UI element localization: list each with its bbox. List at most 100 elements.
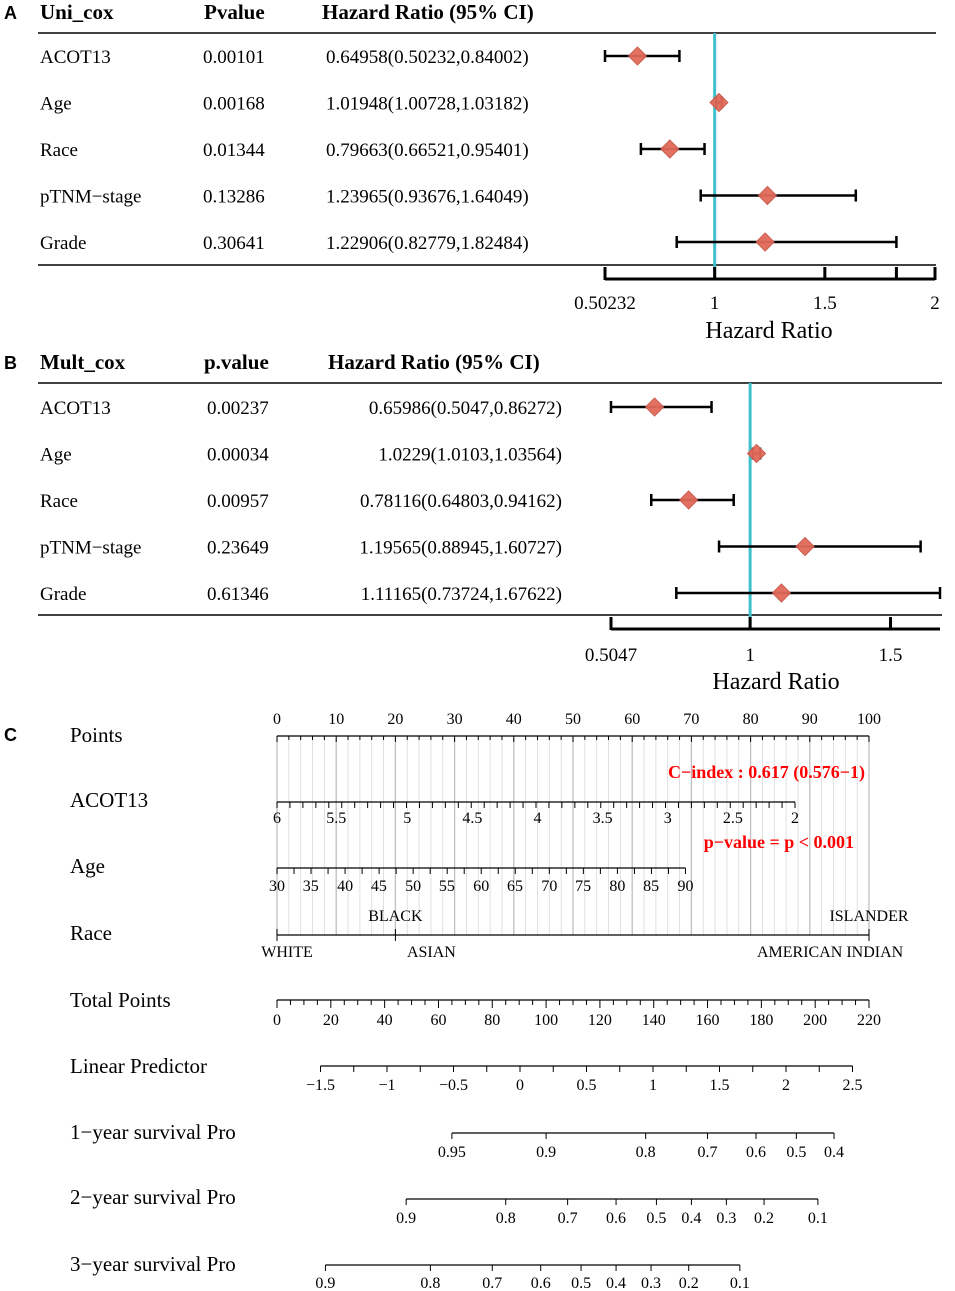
x-axis-title: Hazard Ratio xyxy=(705,318,832,344)
points-tick-label: 90 xyxy=(802,711,818,728)
row-label: Grade xyxy=(40,233,86,254)
ci-header: Hazard Ratio (95% CI) xyxy=(322,0,534,24)
x-tick-label: 1 xyxy=(745,645,755,666)
hr-point-marker xyxy=(660,139,680,159)
age-tick-label: 40 xyxy=(337,878,353,895)
pvalue-header: Pvalue xyxy=(204,0,265,24)
total-points-tick-label: 140 xyxy=(642,1012,666,1029)
total-points-tick-label: 60 xyxy=(430,1012,446,1029)
acot13-tick-label: 4 xyxy=(533,810,541,827)
survival-3-year-tick-label: 0.1 xyxy=(730,1275,750,1291)
row-label: Age xyxy=(40,445,72,466)
pvalue-header: p.value xyxy=(204,350,269,374)
row-pvalue: 0.23649 xyxy=(207,538,269,559)
linear-predictor-tick-label: 1 xyxy=(649,1077,657,1094)
race-tick-label: BLACK xyxy=(368,908,423,925)
survival-3-year-tick-label: 0.4 xyxy=(606,1275,626,1291)
linear-predictor-tick-label: −1.5 xyxy=(306,1077,335,1094)
scale-label: 3−year survival Pro xyxy=(70,1252,236,1276)
row-pvalue: 0.00034 xyxy=(207,445,269,466)
row-ci-text: 1.01948(1.00728,1.03182) xyxy=(326,94,529,115)
x-tick-label: 1 xyxy=(710,293,720,314)
total-points-tick-label: 200 xyxy=(803,1012,827,1029)
row-pvalue: 0.00237 xyxy=(207,398,269,419)
linear-predictor-tick-label: −1 xyxy=(378,1077,395,1094)
row-label: ACOT13 xyxy=(40,47,111,68)
panel-letter: C xyxy=(4,725,17,745)
hr-point-marker xyxy=(678,490,699,510)
survival-2-year-tick-label: 0.5 xyxy=(646,1210,666,1227)
scale-label: 2−year survival Pro xyxy=(70,1185,236,1209)
scale-label: Age xyxy=(70,854,105,878)
points-tick-label: 40 xyxy=(506,711,522,728)
survival-2-year-tick-label: 0.7 xyxy=(558,1210,578,1227)
age-tick-label: 45 xyxy=(371,878,387,895)
row-pvalue: 0.00168 xyxy=(203,94,265,115)
linear-predictor-tick-label: 2.5 xyxy=(843,1077,863,1094)
row-ci-text: 1.22906(0.82779,1.82484) xyxy=(326,233,529,254)
scale-label: 1−year survival Pro xyxy=(70,1120,236,1144)
survival-2-year-tick-label: 0.6 xyxy=(606,1210,626,1227)
row-ci-text: 0.79663(0.66521,0.95401) xyxy=(326,140,529,161)
age-tick-label: 85 xyxy=(643,878,659,895)
total-points-tick-label: 80 xyxy=(484,1012,500,1029)
age-tick-label: 30 xyxy=(269,878,285,895)
points-tick-label: 20 xyxy=(387,711,403,728)
hr-point-marker xyxy=(771,583,792,603)
x-tick-label: 1.5 xyxy=(813,293,837,314)
row-ci-text: 1.23965(0.93676,1.64049) xyxy=(326,187,529,208)
row-label: Race xyxy=(40,491,78,512)
row-pvalue: 0.61346 xyxy=(207,584,269,605)
survival-1-year-tick-label: 0.6 xyxy=(746,1144,766,1161)
survival-3-year-tick-label: 0.5 xyxy=(571,1275,591,1291)
age-tick-label: 70 xyxy=(541,878,557,895)
race-tick-label: ASIAN xyxy=(407,944,456,961)
age-tick-label: 90 xyxy=(677,878,693,895)
linear-predictor-tick-label: −0.5 xyxy=(439,1077,468,1094)
points-tick-label: 60 xyxy=(624,711,640,728)
x-tick-label: 0.50232 xyxy=(574,293,636,314)
age-tick-label: 55 xyxy=(439,878,455,895)
points-tick-label: 70 xyxy=(683,711,699,728)
survival-1-year-tick-label: 0.4 xyxy=(824,1144,844,1161)
row-pvalue: 0.00957 xyxy=(207,491,269,512)
c-index-annotation: C−index : 0.617 (0.576−1) xyxy=(668,762,865,783)
acot13-tick-label: 2 xyxy=(791,810,799,827)
row-ci-text: 0.64958(0.50232,0.84002) xyxy=(326,47,529,68)
total-points-tick-label: 20 xyxy=(323,1012,339,1029)
acot13-tick-label: 2.5 xyxy=(723,810,743,827)
panel-letter: A xyxy=(4,3,17,23)
age-tick-label: 60 xyxy=(473,878,489,895)
total-points-tick-label: 160 xyxy=(696,1012,720,1029)
p-value-annotation: p−value = p < 0.001 xyxy=(704,832,854,852)
points-tick-label: 0 xyxy=(273,711,281,728)
row-pvalue: 0.30641 xyxy=(203,233,265,254)
total-points-tick-label: 180 xyxy=(749,1012,773,1029)
row-ci-text: 0.78116(0.64803,0.94162) xyxy=(360,491,562,512)
survival-1-year-tick-label: 0.8 xyxy=(636,1144,656,1161)
survival-3-year-tick-label: 0.8 xyxy=(420,1275,440,1291)
survival-1-year-tick-label: 0.95 xyxy=(438,1144,466,1161)
survival-3-year-tick-label: 0.2 xyxy=(679,1275,699,1291)
row-pvalue: 0.13286 xyxy=(203,187,265,208)
x-tick-label: 0.5047 xyxy=(585,645,637,666)
panel-letter: B xyxy=(4,353,17,373)
panel-title: Uni_cox xyxy=(40,0,114,24)
survival-2-year-tick-label: 0.3 xyxy=(716,1210,736,1227)
row-label: pTNM−stage xyxy=(40,538,141,559)
survival-3-year-tick-label: 0.9 xyxy=(315,1275,335,1291)
acot13-tick-label: 5 xyxy=(403,810,411,827)
age-tick-label: 50 xyxy=(405,878,421,895)
panel-a-uni-cox: A Uni_cox Pvalue Hazard Ratio (95% CI) ACOT1… xyxy=(4,0,940,344)
acot13-tick-label: 6 xyxy=(273,810,281,827)
hr-point-marker xyxy=(709,92,729,113)
age-tick-label: 65 xyxy=(507,878,523,895)
acot13-tick-label: 3.5 xyxy=(593,810,613,827)
survival-3-year-tick-label: 0.3 xyxy=(641,1275,661,1291)
points-tick-label: 100 xyxy=(857,711,881,728)
row-label: Age xyxy=(40,94,72,115)
survival-2-year-tick-label: 0.4 xyxy=(681,1210,701,1227)
row-label: ACOT13 xyxy=(40,398,111,419)
